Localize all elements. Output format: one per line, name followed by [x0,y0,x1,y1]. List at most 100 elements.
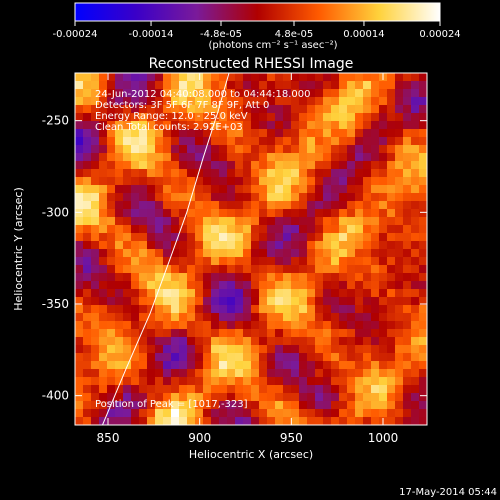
heatmap-cell [187,305,196,314]
heatmap-cell [163,97,172,106]
heatmap-cell [123,265,132,274]
heatmap-cell [267,377,276,386]
heatmap-cell [107,305,116,314]
heatmap-cell [251,361,260,370]
heatmap-cell [107,81,116,90]
heatmap-cell [379,353,388,362]
heatmap-cell [259,169,268,178]
heatmap-cell [115,361,124,370]
heatmap-cell [259,281,268,290]
heatmap-cell [107,105,116,114]
heatmap-cell [347,217,356,226]
heatmap-cell [235,97,244,106]
heatmap-cell [155,297,164,306]
heatmap-cell [251,273,260,282]
heatmap-cell [75,273,84,282]
heatmap-cell [163,81,172,90]
heatmap-cell [227,89,236,98]
heatmap-cell [363,297,372,306]
heatmap-cell [171,137,180,146]
heatmap-cell [411,193,420,202]
heatmap-cell [251,113,260,122]
heatmap-cell [187,321,196,330]
heatmap-cell [395,217,404,226]
heatmap-cell [283,241,292,250]
heatmap-cell [283,225,292,234]
heatmap-cell [211,161,220,170]
heatmap-cell [163,169,172,178]
heatmap-cell [219,337,228,346]
heatmap-cell [99,97,108,106]
heatmap-cell [267,305,276,314]
heatmap-cell [363,169,372,178]
heatmap-cell [219,249,228,258]
heatmap-cell [275,137,284,146]
heatmap-cell [283,273,292,282]
heatmap-cell [419,153,427,162]
heatmap-cell [203,97,212,106]
y-tick-label: -350 [42,297,69,311]
heatmap-cell [403,193,412,202]
heatmap-cell [243,289,252,298]
heatmap-cell [91,137,100,146]
heatmap-cell [315,257,324,266]
heatmap-cell [147,105,156,114]
heatmap-cell [123,97,132,106]
heatmap-cell [403,161,412,170]
heatmap-cell [235,401,244,410]
heatmap-cell [275,257,284,266]
heatmap-cell [379,393,388,402]
heatmap-cell [99,89,108,98]
heatmap-cell [331,137,340,146]
heatmap-cell [403,177,412,186]
heatmap-cell [355,249,364,258]
heatmap-cell [187,137,196,146]
heatmap-cell [163,209,172,218]
heatmap-cell [379,305,388,314]
heatmap-cell [403,385,412,394]
heatmap-cell [179,193,188,202]
heatmap-cell [419,337,427,346]
heatmap-cell [147,393,156,402]
heatmap-cell [259,153,268,162]
heatmap-cell [155,337,164,346]
heatmap-cell [299,129,308,138]
heatmap-cell [411,289,420,298]
heatmap-cell [147,345,156,354]
heatmap-cell [331,345,340,354]
heatmap-cell [251,177,260,186]
heatmap-cell [387,193,396,202]
heatmap-cell [411,297,420,306]
heatmap-cell [363,265,372,274]
heatmap-cell [315,353,324,362]
heatmap-cell [307,177,316,186]
heatmap-cell [419,257,427,266]
heatmap-cell [419,169,427,178]
heatmap-cell [371,137,380,146]
heatmap-cell [123,257,132,266]
heatmap-cell [411,89,420,98]
heatmap-cell [411,409,420,418]
heatmap-cell [347,409,356,418]
heatmap-cell [203,177,212,186]
heatmap-cell [147,193,156,202]
heatmap-cell [371,289,380,298]
heatmap-cell [419,409,427,418]
heatmap-cell [195,273,204,282]
heatmap-cell [83,169,92,178]
heatmap-cell [155,89,164,98]
colorbar [74,2,441,22]
heatmap-cell [235,241,244,250]
heatmap-cell [363,193,372,202]
heatmap-cell [395,417,404,425]
heatmap-cell [155,185,164,194]
heatmap-cell [419,225,427,234]
heatmap-cell [283,121,292,130]
heatmap-cell [379,105,388,114]
heatmap-cell [299,137,308,146]
heatmap-cell [323,329,332,338]
heatmap-cell [243,217,252,226]
heatmap-cell [179,393,188,402]
heatmap-cell [411,153,420,162]
heatmap-cell [155,193,164,202]
